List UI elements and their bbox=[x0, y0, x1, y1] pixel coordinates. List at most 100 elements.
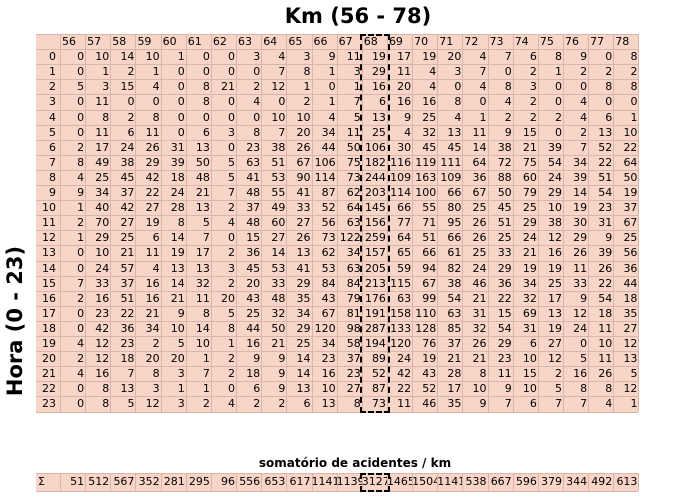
table-cell: 2 bbox=[529, 95, 537, 109]
row-header: 3 bbox=[49, 95, 56, 109]
table-cell: 19 bbox=[573, 201, 588, 215]
column-header: 64 bbox=[263, 35, 278, 48]
table-cell: 25 bbox=[95, 170, 110, 184]
table-cell: 11 bbox=[397, 65, 412, 79]
table-cell: 29 bbox=[497, 261, 512, 275]
table-cell: 2 bbox=[580, 65, 588, 79]
table-cell: 51 bbox=[497, 216, 512, 230]
table-cell: 27 bbox=[296, 216, 311, 230]
table-cell: 21 bbox=[271, 337, 286, 350]
table-cell: 10 bbox=[321, 382, 336, 396]
table-cell: 10 bbox=[95, 50, 110, 64]
table-cell: 0 bbox=[228, 110, 236, 124]
table-cell: 34 bbox=[321, 125, 336, 139]
table-cell: 36 bbox=[497, 276, 512, 290]
grid-line bbox=[311, 473, 313, 491]
table-cell: 43 bbox=[246, 291, 261, 305]
table-cell: 2 bbox=[228, 246, 236, 260]
table-cell: 48 bbox=[246, 186, 261, 199]
grid-line bbox=[60, 473, 61, 491]
table-cell: 42 bbox=[95, 321, 110, 335]
table-cell: 4 bbox=[479, 50, 487, 64]
table-cell: 29 bbox=[95, 231, 110, 245]
table-cell: 53 bbox=[321, 261, 336, 275]
table-cell: 6 bbox=[529, 337, 537, 350]
table-cell: 21 bbox=[170, 291, 185, 305]
table-cell: 9 bbox=[177, 306, 185, 320]
sum-cell: 1141 bbox=[437, 475, 463, 488]
table-cell: 15 bbox=[246, 231, 261, 245]
table-cell: 27 bbox=[547, 337, 562, 350]
sum-cell: 567 bbox=[113, 475, 135, 488]
table-cell: 21 bbox=[472, 352, 487, 366]
grid-line bbox=[210, 473, 212, 491]
table-cell: 30 bbox=[573, 216, 588, 230]
table-cell: 82 bbox=[447, 261, 462, 275]
table-cell: 54 bbox=[598, 291, 613, 305]
table-cell: 18 bbox=[623, 291, 638, 305]
table-cell: 4 bbox=[429, 80, 437, 94]
table-cell: 2 bbox=[127, 110, 135, 124]
table-cell: 40 bbox=[95, 201, 110, 215]
table-cell: 25 bbox=[547, 276, 562, 290]
table-cell: 8 bbox=[102, 110, 110, 124]
table-cell: 42 bbox=[397, 367, 412, 381]
table-cell: 13 bbox=[296, 246, 311, 260]
grid-line bbox=[437, 473, 439, 491]
table-cell: 23 bbox=[598, 201, 613, 215]
table-cell: 14 bbox=[296, 352, 311, 366]
table-cell: 29 bbox=[573, 231, 588, 245]
sum-cell: 1504 bbox=[412, 475, 438, 488]
table-cell: 61 bbox=[447, 246, 462, 260]
table-cell: 48 bbox=[246, 216, 261, 230]
table-cell: 109 bbox=[440, 170, 462, 184]
table-cell: 65 bbox=[397, 246, 412, 260]
table-cell: 32 bbox=[422, 125, 437, 139]
table-cell: 0 bbox=[454, 80, 462, 94]
table-cell: 1 bbox=[303, 80, 311, 94]
table-cell: 29 bbox=[497, 337, 512, 350]
row-header: 2 bbox=[49, 80, 56, 94]
table-cell: 7 bbox=[278, 65, 286, 79]
column-header: 77 bbox=[590, 35, 605, 48]
table-cell: 36 bbox=[246, 246, 261, 260]
table-cell: 7 bbox=[77, 276, 85, 290]
table-cell: 145 bbox=[364, 201, 386, 215]
table-cell: 4 bbox=[404, 125, 412, 139]
chart-title: Km (56 - 78) bbox=[284, 4, 432, 28]
table-cell: 63 bbox=[346, 216, 361, 230]
table-cell: 20 bbox=[170, 352, 185, 366]
table-cell: 1 bbox=[177, 382, 185, 396]
table-cell: 71 bbox=[422, 216, 437, 230]
table-cell: 0 bbox=[177, 65, 185, 79]
table-cell: 8 bbox=[202, 80, 210, 94]
table-cell: 2 bbox=[228, 367, 236, 381]
row-header: 13 bbox=[42, 246, 56, 260]
table-cell: 8 bbox=[102, 397, 110, 411]
table-cell: 27 bbox=[145, 201, 160, 215]
row-header: 12 bbox=[42, 231, 56, 245]
table-cell: 46 bbox=[472, 276, 487, 290]
table-cell: 45 bbox=[422, 140, 437, 154]
table-cell: 35 bbox=[447, 397, 462, 411]
grid-line bbox=[160, 34, 162, 412]
table-cell: 50 bbox=[195, 155, 210, 169]
table-cell: 16 bbox=[371, 80, 386, 94]
table-cell: 42 bbox=[120, 201, 135, 215]
table-cell: 0 bbox=[77, 246, 85, 260]
sum-cell: 344 bbox=[566, 475, 588, 488]
table-cell: 84 bbox=[346, 276, 361, 290]
grid-line bbox=[210, 34, 212, 412]
table-cell: 34 bbox=[522, 276, 537, 290]
table-cell: 287 bbox=[364, 321, 386, 335]
table-cell: 7 bbox=[228, 186, 236, 199]
table-cell: 56 bbox=[623, 246, 638, 260]
table-cell: 205 bbox=[364, 261, 386, 275]
table-cell: 35 bbox=[296, 291, 311, 305]
table-cell: 1 bbox=[177, 50, 185, 64]
table-cell: 133 bbox=[390, 321, 412, 335]
table-cell: 21 bbox=[447, 352, 462, 366]
sum-cell: 1141 bbox=[311, 475, 337, 488]
table-cell: 9 bbox=[504, 125, 512, 139]
table-cell: 63 bbox=[246, 155, 261, 169]
